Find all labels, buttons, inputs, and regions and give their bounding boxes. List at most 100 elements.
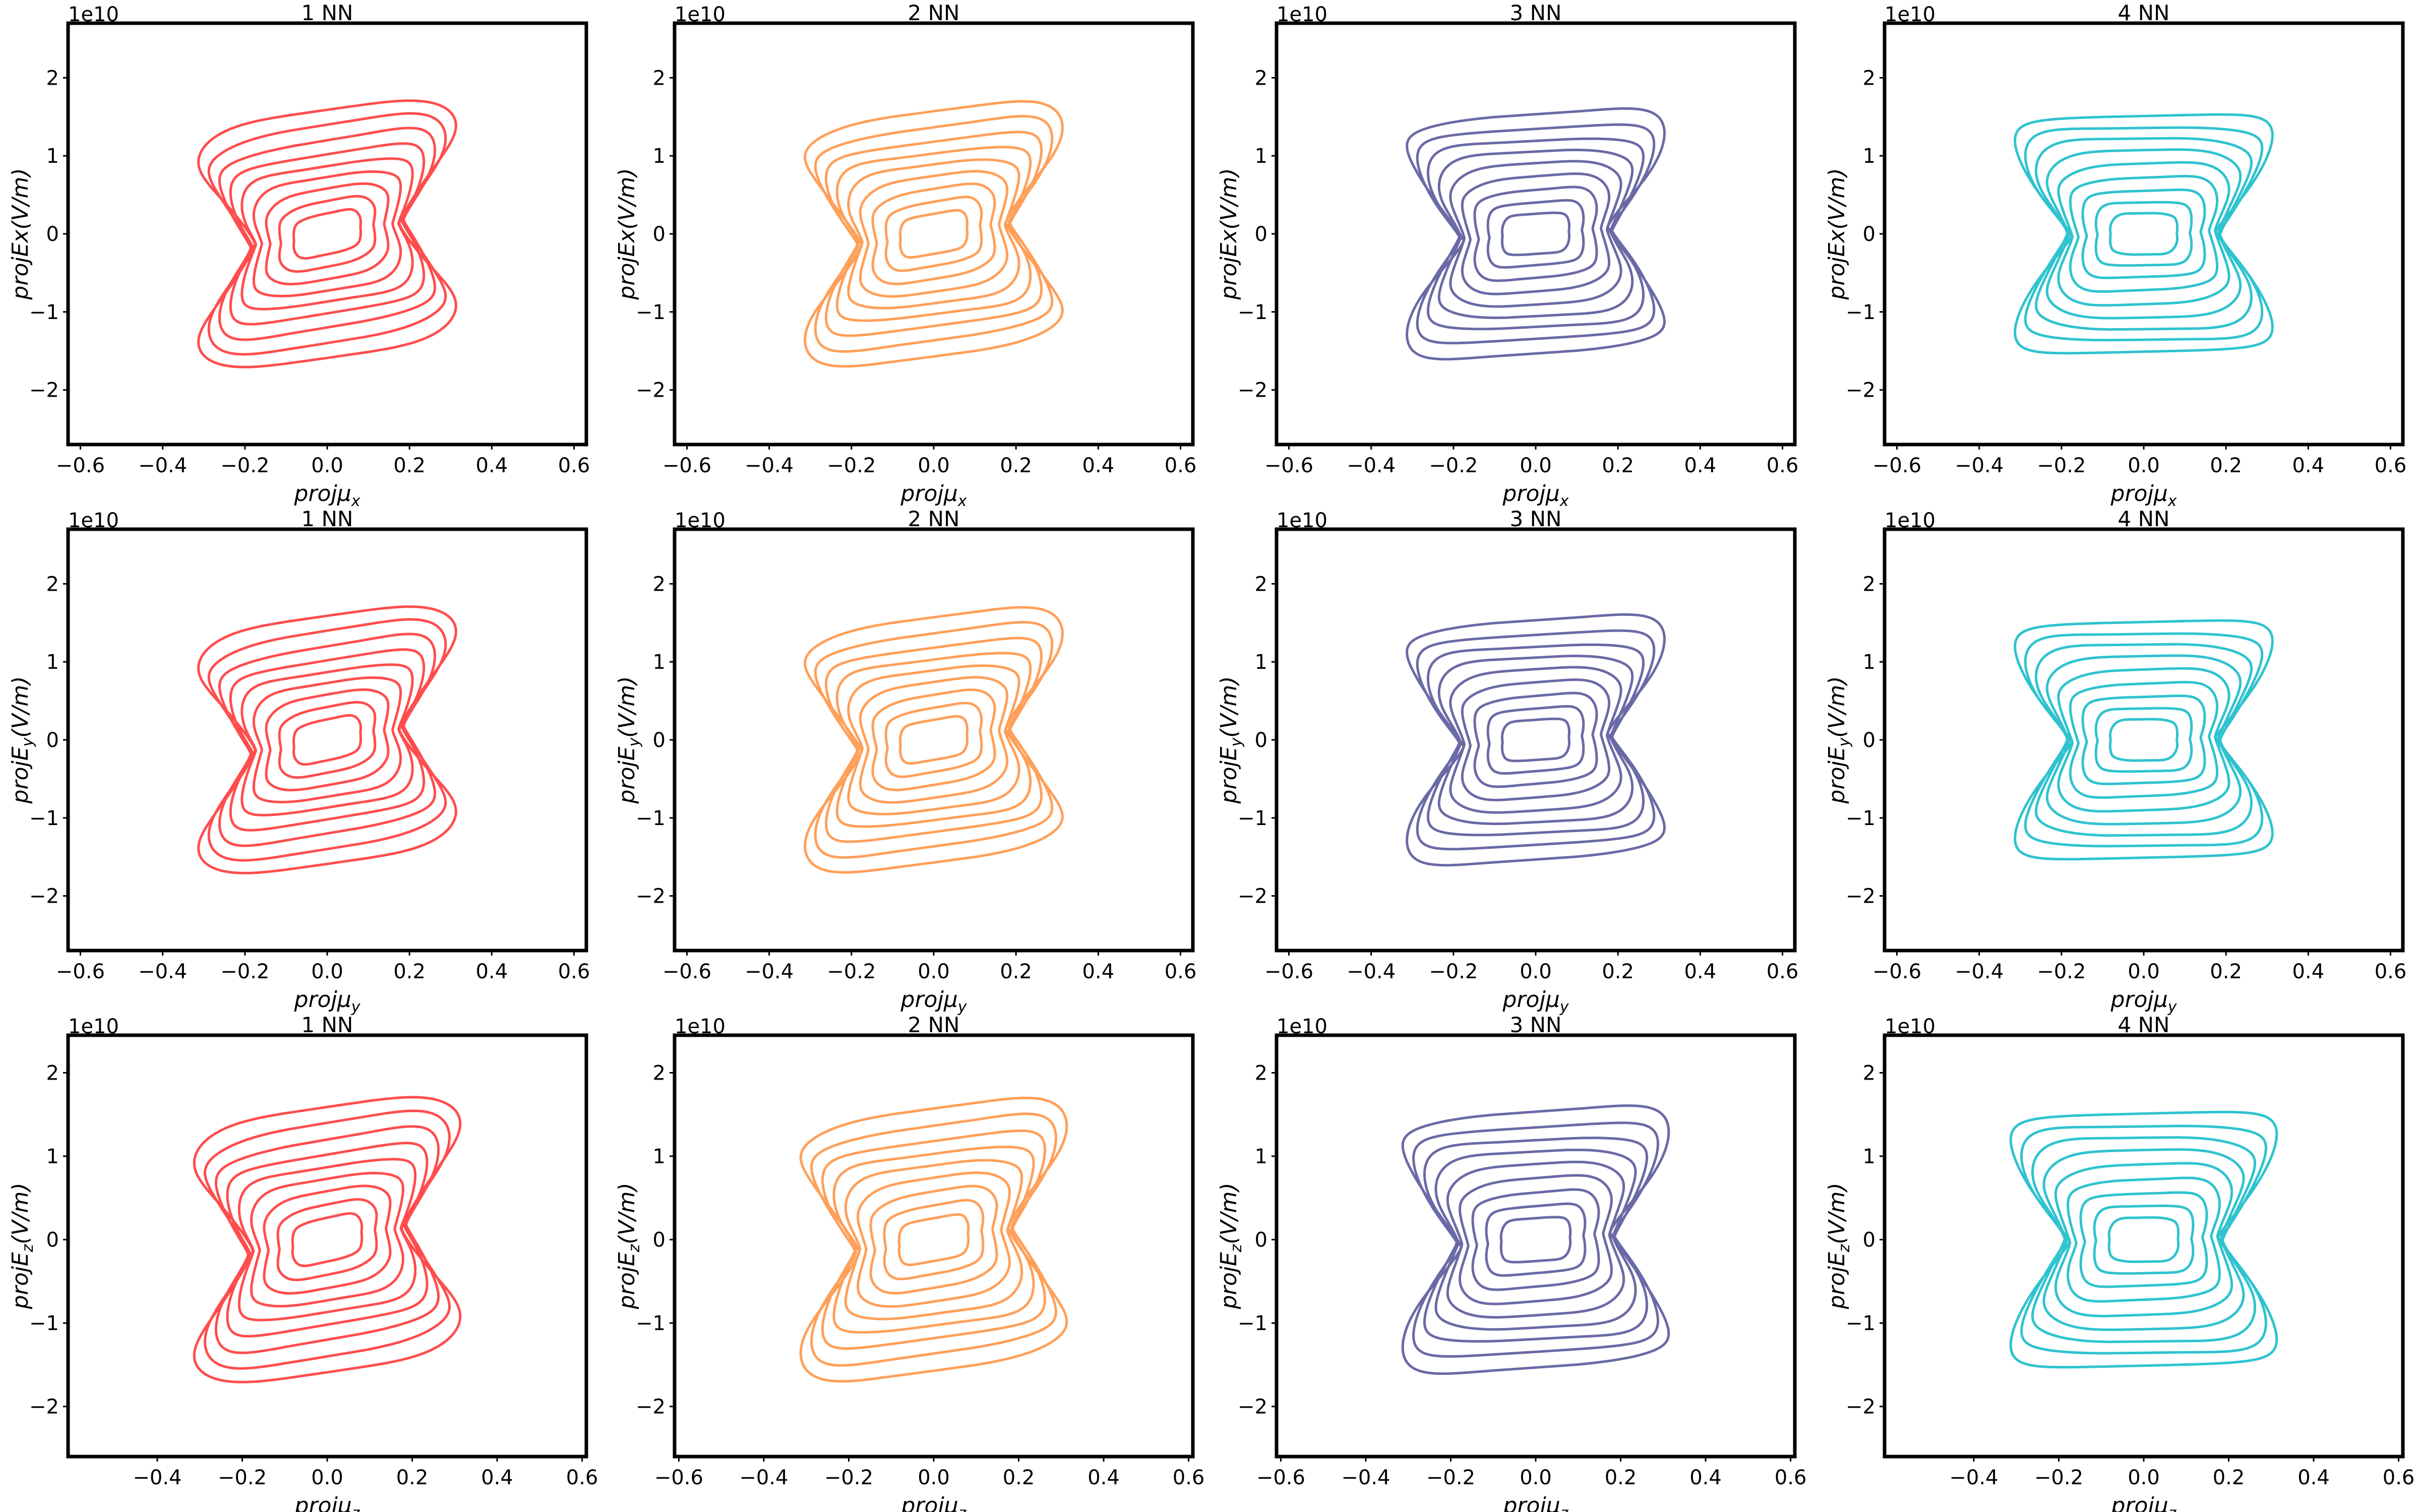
contour-line <box>229 648 426 832</box>
contour-line <box>1446 1161 1625 1319</box>
y-axis-label: projEy(V/m) <box>8 676 37 804</box>
x-tick-label: 0.2 <box>1000 454 1032 477</box>
y-tick-label: −1 <box>29 807 59 830</box>
panel-title: 2 NN <box>908 507 960 531</box>
contour-line <box>1437 148 1634 320</box>
x-tick-label: 0.2 <box>1602 960 1634 983</box>
x-tick-label: −0.2 <box>827 960 876 983</box>
contour-line <box>1434 1148 1637 1331</box>
x-tick-label: −0.2 <box>2037 454 2086 477</box>
x-tick-label: 0.2 <box>1003 1466 1035 1489</box>
y-axis-label-subscript: z <box>1836 1243 1853 1252</box>
y-axis-label-subscript: z <box>1228 1243 1245 1252</box>
panel-title: 4 NN <box>2118 507 2170 531</box>
contour-line <box>1401 1104 1670 1375</box>
contour-line <box>2067 1176 2221 1303</box>
x-tick-label: 0.6 <box>558 960 590 983</box>
y-axis-label: projEz(V/m) <box>8 1183 37 1310</box>
y-tick-label: 2 <box>653 67 666 90</box>
y-axis-label: projEy(V/m) <box>1824 676 1853 804</box>
contour-line <box>857 1171 1011 1308</box>
x-axis-label-subscript: z <box>2168 1504 2177 1512</box>
panel-r3-c4: −0.4 −0.2 0.0 0.2 0.4 0.6 −2 −1 0 1 2 1e10 4 NN projμ… <box>1824 1013 2414 1512</box>
x-axis-label-subscript: y <box>1559 998 1569 1016</box>
x-tick-label: 0.2 <box>1602 454 1634 477</box>
x-tick-label: −0.2 <box>218 1466 267 1489</box>
contour-line <box>2054 1162 2233 1317</box>
contour-line <box>229 142 426 326</box>
y-axis-label: projEx(V/m) <box>614 168 640 300</box>
panel-r3-c2: −0.6 −0.4 −0.2 0.0 0.2 0.4 0.6 −2 −1 0 1 2 1e10 2 NN p… <box>614 1013 1204 1512</box>
x-tick-label: −0.6 <box>1872 960 1921 983</box>
x-tick-label: −0.2 <box>220 960 269 983</box>
panel-r2-c1: −0.6 −0.4 −0.2 0.0 0.2 0.4 0.6 −2 −1 0 1 2 1e10 1 NN p… <box>8 507 590 1016</box>
contour-line <box>2109 212 2179 256</box>
x-tick-label: 0.2 <box>2213 1466 2245 1489</box>
contour-line <box>1501 211 1570 257</box>
contour-line <box>835 146 1032 322</box>
x-tick-label: −0.4 <box>1955 960 2004 983</box>
x-tick-label: −0.2 <box>220 454 269 477</box>
x-axis-label-base: projμ <box>900 481 958 507</box>
x-tick-label: 0.0 <box>311 1466 343 1489</box>
contour-line <box>291 1212 364 1268</box>
contour-line <box>884 702 983 778</box>
axes-frame <box>673 21 1195 447</box>
y-tick-label: 1 <box>46 651 59 674</box>
x-tick-label: −0.4 <box>739 1466 788 1489</box>
contour-line <box>1459 1174 1613 1305</box>
contour-line <box>899 209 969 259</box>
contour-line <box>292 208 362 260</box>
y-axis-label-tail: (V/m) <box>8 1183 33 1244</box>
axes-frame <box>66 1033 588 1459</box>
y-tick-label: 2 <box>653 1061 666 1085</box>
y-axis-label-base: projE <box>1824 746 1850 804</box>
x-tick-label: 0.0 <box>2128 960 2160 983</box>
contour-line <box>1473 691 1598 788</box>
offset-text: 1e10 <box>1277 1015 1327 1038</box>
x-tick-label: 0.2 <box>1000 960 1032 983</box>
y-tick-label: −1 <box>636 301 666 324</box>
x-tick-label: 0.4 <box>1684 454 1717 477</box>
x-axis-label: projμx <box>1502 481 1569 510</box>
x-axis-label-base: projμ <box>1502 987 1560 1013</box>
x-tick-label: 0.6 <box>566 1466 598 1489</box>
x-axis-label-base: projμ <box>294 1493 352 1512</box>
y-axis-label-tail: (V/m) <box>8 676 33 738</box>
contour-line <box>240 663 414 816</box>
y-axis-label-tail: (V/m) <box>1824 676 1850 738</box>
x-tick-label: −0.6 <box>1264 960 1313 983</box>
y-tick-label: −1 <box>1846 1312 1876 1335</box>
y-tick-label: 1 <box>46 1145 59 1168</box>
x-axis-label: projμy <box>1502 987 1569 1016</box>
y-axis-label-subscript: z <box>626 1243 643 1252</box>
contour-line <box>2081 188 2206 279</box>
offset-text: 1e10 <box>675 3 725 26</box>
y-axis-label-base: projEx(V/m) <box>1824 168 1850 300</box>
axes-frame <box>1883 527 2405 953</box>
y-tick-label: 2 <box>1255 573 1267 596</box>
y-tick-label: −2 <box>1238 885 1267 908</box>
contour-line <box>2069 175 2219 293</box>
contour-line <box>1449 160 1622 308</box>
x-axis-label: projμz <box>2111 1493 2177 1512</box>
y-tick-label: 0 <box>653 223 666 246</box>
x-tick-label: 0.0 <box>311 960 343 983</box>
x-tick-label: 0.4 <box>481 1466 513 1489</box>
x-tick-label: 0.6 <box>1767 960 1799 983</box>
contour-line <box>2109 718 2179 762</box>
y-tick-label: 0 <box>1255 729 1267 752</box>
y-tick-label: 2 <box>1255 1061 1267 1085</box>
contour-line <box>1412 1121 1660 1358</box>
y-tick-label: 1 <box>653 145 666 168</box>
y-tick-label: 1 <box>1863 145 1876 168</box>
x-tick-label: 0.6 <box>1165 960 1197 983</box>
offset-text: 1e10 <box>68 1015 119 1038</box>
x-axis-label-subscript: x <box>351 492 360 510</box>
x-tick-label: 0.0 <box>2128 454 2160 477</box>
x-tick-label: −0.4 <box>1955 454 2004 477</box>
x-axis-label: projμy <box>2110 987 2177 1016</box>
y-tick-label: −2 <box>636 885 666 908</box>
y-tick-label: −2 <box>1846 1396 1876 1419</box>
axes-frame <box>66 527 588 953</box>
